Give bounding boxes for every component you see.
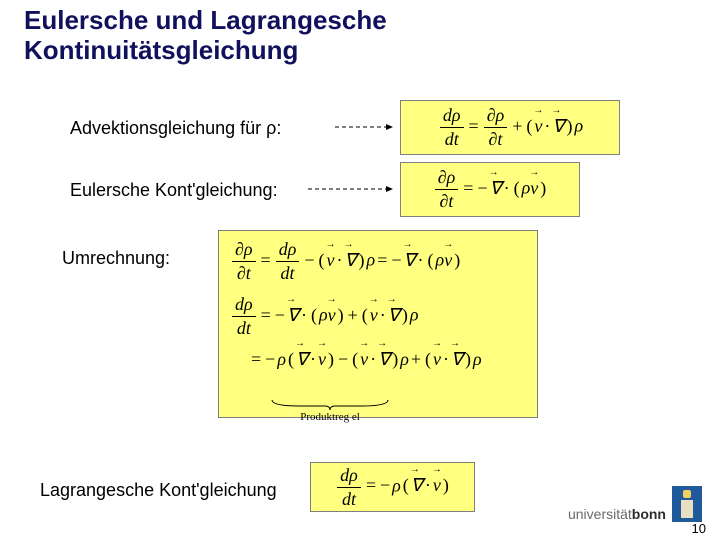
conversion-label: Umrechnung: — [62, 248, 170, 269]
euler-label: Eulersche Kont'gleichung: — [70, 180, 278, 201]
conversion-derivation: ∂ρ∂t=dρdt−(v·∇)ρ=−∇·(ρv) dρdt=−∇·(ρv)+(v… — [218, 230, 538, 418]
conversion-line2: dρdt=−∇·(ρv)+(v·∇)ρ — [229, 294, 418, 339]
university-logo: universitätbonn — [568, 486, 702, 522]
title-line1: Eulersche und Lagrangesche — [24, 5, 387, 35]
advection-label: Advektionsgleichung für ρ: — [70, 118, 281, 139]
university-text: universitätbonn — [568, 506, 666, 522]
university-logo-icon — [672, 486, 702, 522]
lagrange-equation: dρdt=−ρ(∇·v) — [310, 462, 475, 512]
euler-equation: ∂ρ∂t=−∇·(ρv) — [400, 162, 580, 217]
title-line2: Kontinuitätsgleichung — [24, 35, 298, 65]
lagrange-label: Lagrangesche Kont'gleichung — [40, 480, 277, 501]
conversion-line3: =−ρ(∇·v)−(v·∇)ρ+(v·∇)ρ — [249, 349, 482, 370]
product-rule-brace: Produktreg el — [270, 398, 390, 423]
advection-equation: dρdt=∂ρ∂t+(v·∇)ρ — [400, 100, 620, 155]
page-number: 10 — [692, 521, 706, 536]
conversion-line1: ∂ρ∂t=dρdt−(v·∇)ρ=−∇·(ρv) — [229, 239, 462, 284]
slide-title: Eulersche und Lagrangesche Kontinuitätsg… — [24, 6, 387, 66]
